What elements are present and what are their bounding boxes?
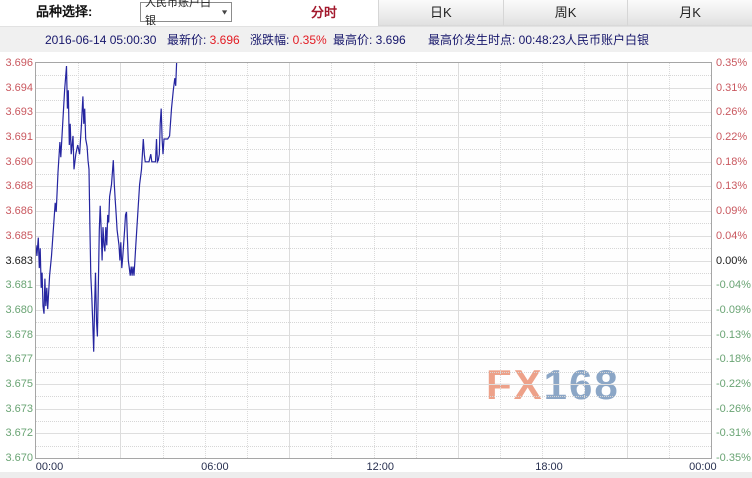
gridline-v: [120, 63, 122, 458]
y-axis-left-label: 3.688: [5, 180, 33, 193]
y-axis-right-label: 0.09%: [716, 205, 748, 218]
gridline-v-minor: [373, 63, 375, 458]
quote-item-0: 最新价: 3.696: [167, 33, 240, 47]
variety-select[interactable]: 人民币账户白银 ▼: [140, 0, 232, 27]
y-axis-left-label: 3.673: [5, 402, 33, 415]
tab-分时[interactable]: 分时: [270, 0, 378, 26]
y-axis-left-label: 3.675: [5, 377, 33, 390]
y-axis-left-label: 3.683: [5, 254, 33, 267]
y-axis-right-label: 0.35%: [716, 57, 748, 69]
gridline-v-minor: [331, 63, 333, 458]
gridline-v: [457, 63, 459, 458]
x-axis-label: 18:00: [535, 461, 563, 473]
gridline-v-minor: [584, 63, 586, 458]
variety-select-value: 人民币账户白银: [145, 0, 211, 27]
y-axis-right-label: -0.26%: [716, 402, 751, 415]
gridline-v-minor: [542, 63, 544, 458]
tab-周K[interactable]: 周K: [502, 0, 628, 26]
gridline-v-minor: [78, 63, 80, 458]
gridline-v-minor: [246, 63, 248, 458]
y-axis-left-label: 3.685: [5, 229, 33, 242]
y-axis-right-label: -0.31%: [716, 427, 751, 440]
y-axis-left-label: 3.694: [5, 81, 33, 94]
y-axis-left-label: 3.670: [5, 452, 33, 464]
x-axis-label: 06:00: [201, 461, 229, 473]
y-axis-right-label: -0.18%: [716, 353, 751, 366]
gridline-v-minor: [162, 63, 164, 458]
quote-instrument: 人民币账户白银: [565, 33, 650, 47]
x-axis-label: 00:00: [35, 461, 64, 473]
y-axis-right-label: -0.22%: [716, 377, 751, 390]
gridline-v: [626, 63, 628, 458]
y-axis-left-label: 3.690: [5, 155, 33, 168]
quote-item-3: 最高价发生时点: 00:48:23: [428, 33, 566, 47]
header-bar: 品种选择: 人民币账户白银 ▼ 分时 日K 周K 月K: [0, 0, 752, 27]
gridline-v: [289, 63, 291, 458]
quote-datetime: 2016-06-14 05:00:30: [45, 33, 157, 47]
y-axis-left-label: 3.691: [5, 131, 33, 144]
tab-日K[interactable]: 日K: [378, 0, 503, 26]
y-axis-left-label: 3.680: [5, 303, 33, 316]
y-axis-right-label: -0.04%: [716, 279, 751, 292]
y-axis-right-label: 0.04%: [716, 229, 748, 242]
y-axis-left-label: 3.677: [5, 353, 33, 366]
price-line-svg: [36, 63, 178, 352]
x-axis-label: 00:00: [689, 461, 717, 473]
y-axis-right-label: 0.26%: [716, 106, 748, 119]
gridline-v-minor: [415, 63, 417, 458]
y-axis-right-label: -0.13%: [716, 328, 751, 341]
bottom-strip: [0, 472, 752, 478]
y-axis-right-label: 0.22%: [716, 131, 748, 144]
y-axis-right-label: 0.00%: [716, 254, 748, 267]
variety-select-label: 品种选择:: [36, 4, 93, 19]
gridline-v-minor: [500, 63, 502, 458]
price-line: [36, 63, 178, 352]
y-axis-right-label: -0.35%: [716, 452, 751, 464]
y-axis-right-label: 0.13%: [716, 180, 748, 193]
y-axis-left-label: 3.681: [5, 279, 33, 292]
tab-月K[interactable]: 月K: [627, 0, 752, 26]
y-axis-left-label: 3.696: [5, 57, 33, 69]
y-axis-left-label: 3.693: [5, 106, 33, 119]
y-axis-left-label: 3.678: [5, 328, 33, 341]
y-axis-left-label: 3.672: [5, 427, 33, 440]
gridline-v-minor: [668, 63, 670, 458]
y-axis-right-label: 0.31%: [716, 81, 748, 94]
chevron-down-icon: ▼: [220, 8, 229, 16]
gridline-v-minor: [204, 63, 206, 458]
y-axis-right-label: -0.09%: [716, 303, 751, 316]
quote-item-2: 最高价: 3.696: [333, 33, 406, 47]
y-axis-left-label: 3.686: [5, 205, 33, 218]
quote-info-bar: 2016-06-14 05:00:30 最新价: 3.696 涨跌幅: 0.35% 最…: [0, 26, 752, 52]
chart-area: FX168 3.696 3.694 3.693 3.691 3.690 3.688 3.68…: [0, 52, 752, 478]
y-axis-right-label: 0.18%: [716, 155, 748, 168]
quote-item-1: 涨跌幅: 0.35%: [250, 33, 327, 47]
x-axis-label: 12:00: [366, 461, 395, 473]
plot-frame: FX168: [35, 62, 712, 459]
